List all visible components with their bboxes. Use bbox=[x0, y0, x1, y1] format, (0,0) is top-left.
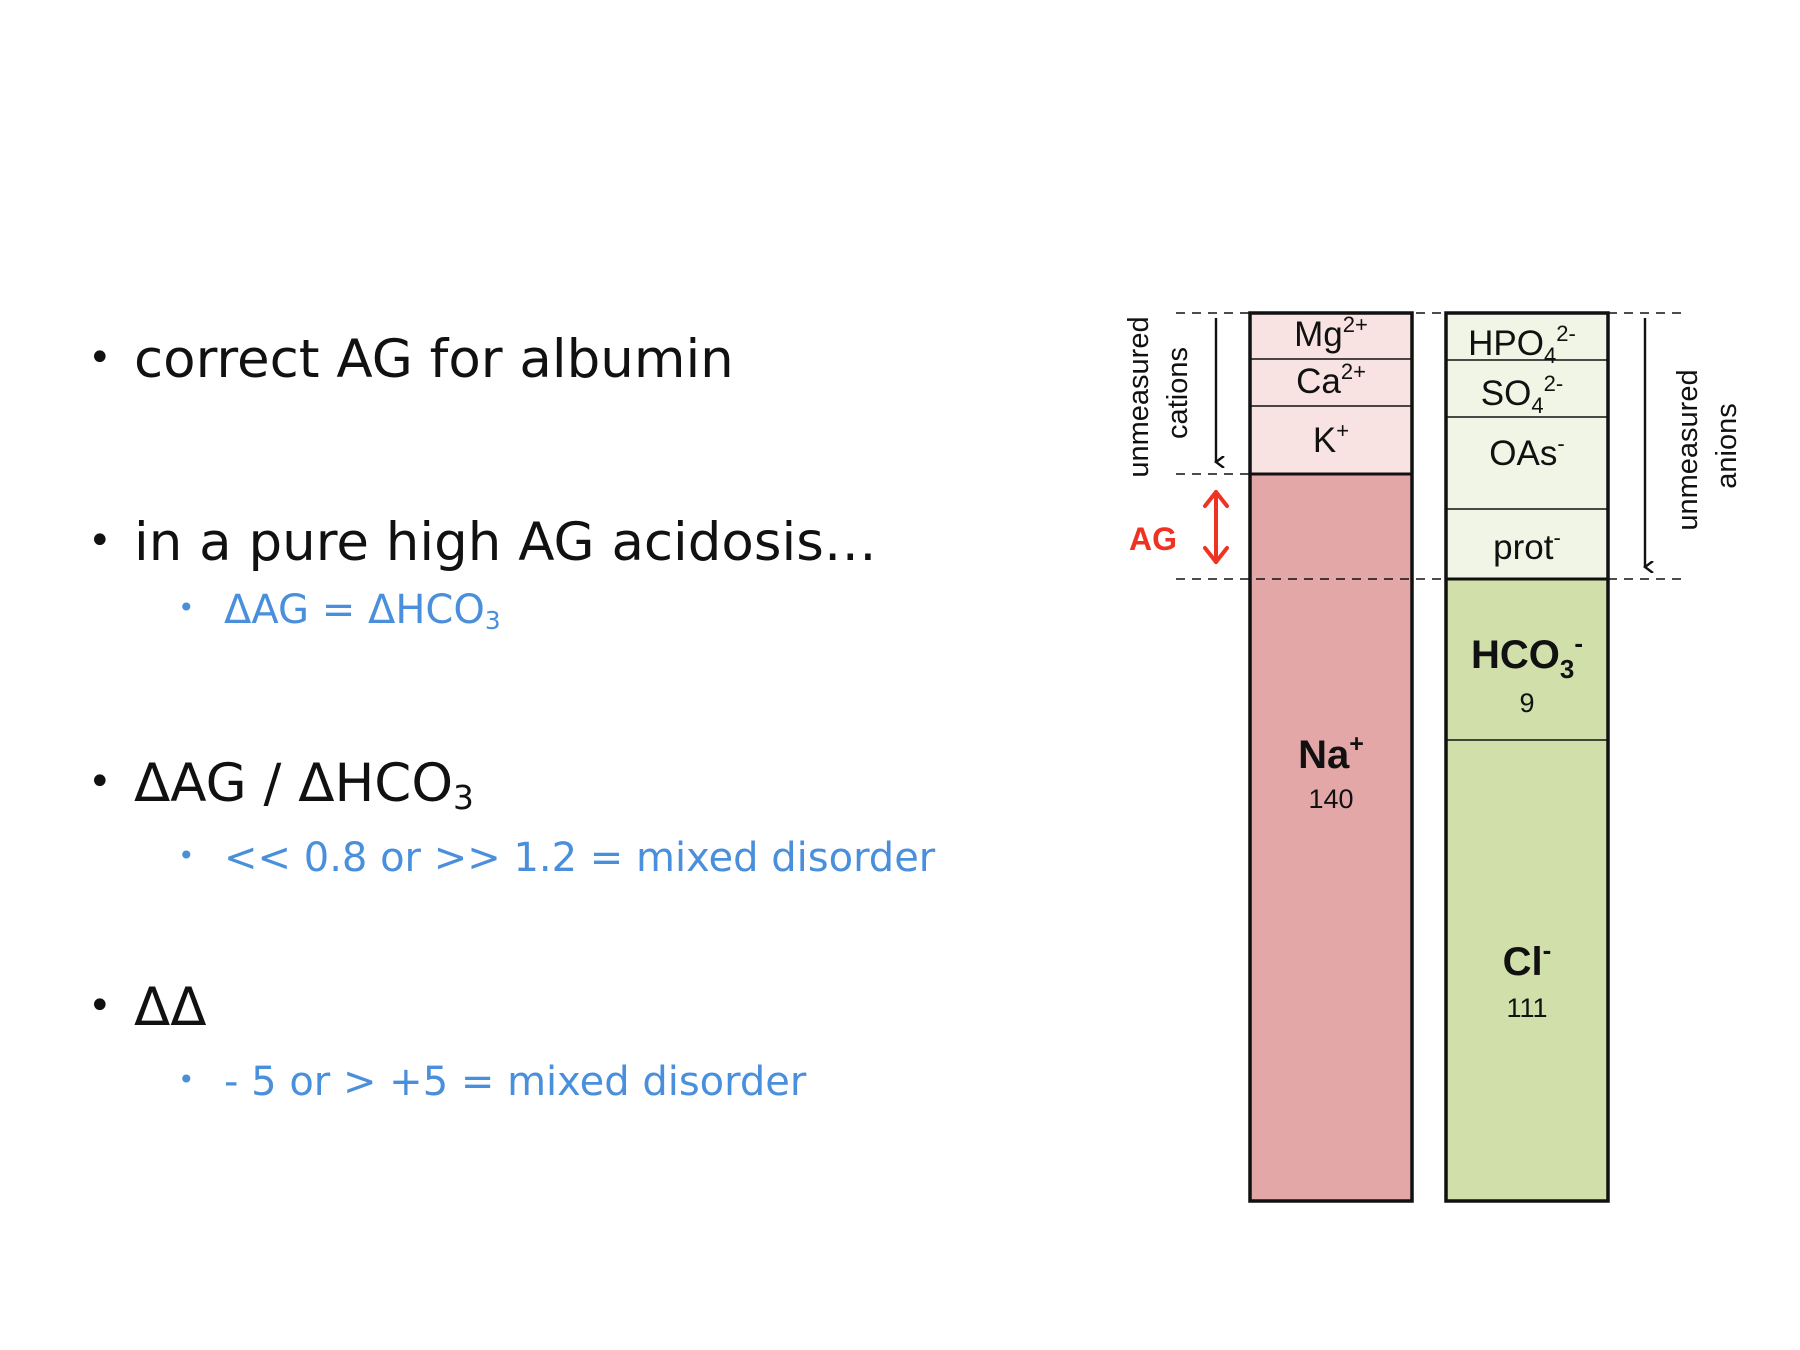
sub-bullet-delta-ag-equals: • ΔAG = ΔHCO3 bbox=[178, 590, 501, 634]
label-potassium: K+ bbox=[1313, 418, 1349, 460]
value-sodium: 140 bbox=[1308, 784, 1353, 814]
label-protein: prot- bbox=[1493, 525, 1561, 567]
bullet-text: ΔAG / ΔHCO bbox=[134, 753, 454, 814]
ag-label: AG bbox=[1129, 521, 1177, 557]
bullet-marker: • bbox=[88, 335, 112, 381]
bullet-text: in a pure high AG acidosis… bbox=[134, 512, 877, 573]
subscript: 3 bbox=[484, 606, 501, 636]
bullet-text: correct AG for albumin bbox=[134, 329, 734, 390]
sodium-fill bbox=[1250, 474, 1412, 1201]
sub-bullet-marker: • bbox=[178, 591, 195, 624]
sub-bullet-marker: • bbox=[178, 839, 195, 872]
label-sodium: Na+ bbox=[1298, 730, 1364, 777]
label-calcium: Ca2+ bbox=[1296, 359, 1366, 401]
bullet-pure-high-ag: • in a pure high AG acidosis… bbox=[88, 516, 877, 569]
bullet-delta-delta: • ΔΔ bbox=[88, 981, 207, 1034]
bullet-marker: • bbox=[88, 518, 112, 564]
value-bicarbonate: 9 bbox=[1519, 688, 1534, 718]
unmeasured-anions-label: unmeasured anions bbox=[1672, 361, 1743, 530]
label-chloride: Cl- bbox=[1503, 935, 1552, 984]
label-phosphate: HPO42- bbox=[1468, 321, 1576, 368]
sub-bullet-ratio-range: • << 0.8 or >> 1.2 = mixed disorder bbox=[178, 838, 935, 878]
bullet-delta-ratio: • ΔAG / ΔHCO3 bbox=[88, 757, 474, 815]
bullet-list: • correct AG for albumin • in a pure high … bbox=[88, 333, 935, 1102]
value-chloride: 111 bbox=[1506, 993, 1547, 1023]
label-magnesium: Mg2+ bbox=[1294, 312, 1368, 354]
unmeasured-anions-fill bbox=[1446, 313, 1608, 579]
label-sulfate: SO42- bbox=[1481, 371, 1563, 418]
unmeasured-cations-label: unmeasured cations bbox=[1123, 308, 1194, 477]
measured-anions-fill bbox=[1446, 579, 1608, 1201]
unmeasured-cations-fill bbox=[1250, 313, 1412, 474]
label-organic-acids: OAs- bbox=[1489, 431, 1564, 473]
sub-bullet-text: ΔAG = ΔHCO bbox=[224, 587, 485, 633]
sub-bullet-text: - 5 or > +5 = mixed disorder bbox=[224, 1059, 807, 1105]
ag-double-arrow bbox=[1203, 490, 1229, 564]
bullet-text: ΔΔ bbox=[134, 977, 207, 1038]
sub-bullet-delta-delta-range: • - 5 or > +5 = mixed disorder bbox=[178, 1062, 806, 1102]
subscript: 3 bbox=[453, 778, 474, 818]
label-bicarbonate: HCO3- bbox=[1471, 628, 1583, 684]
sub-bullet-text: << 0.8 or >> 1.2 = mixed disorder bbox=[224, 835, 936, 881]
bullet-correct-ag: • correct AG for albumin bbox=[88, 333, 734, 386]
bullet-marker: • bbox=[88, 983, 112, 1029]
sub-bullet-marker: • bbox=[178, 1063, 195, 1096]
bullet-marker: • bbox=[88, 759, 112, 805]
cation-column-outline bbox=[1248, 311, 1414, 1203]
anion-column-outline bbox=[1444, 311, 1610, 1203]
